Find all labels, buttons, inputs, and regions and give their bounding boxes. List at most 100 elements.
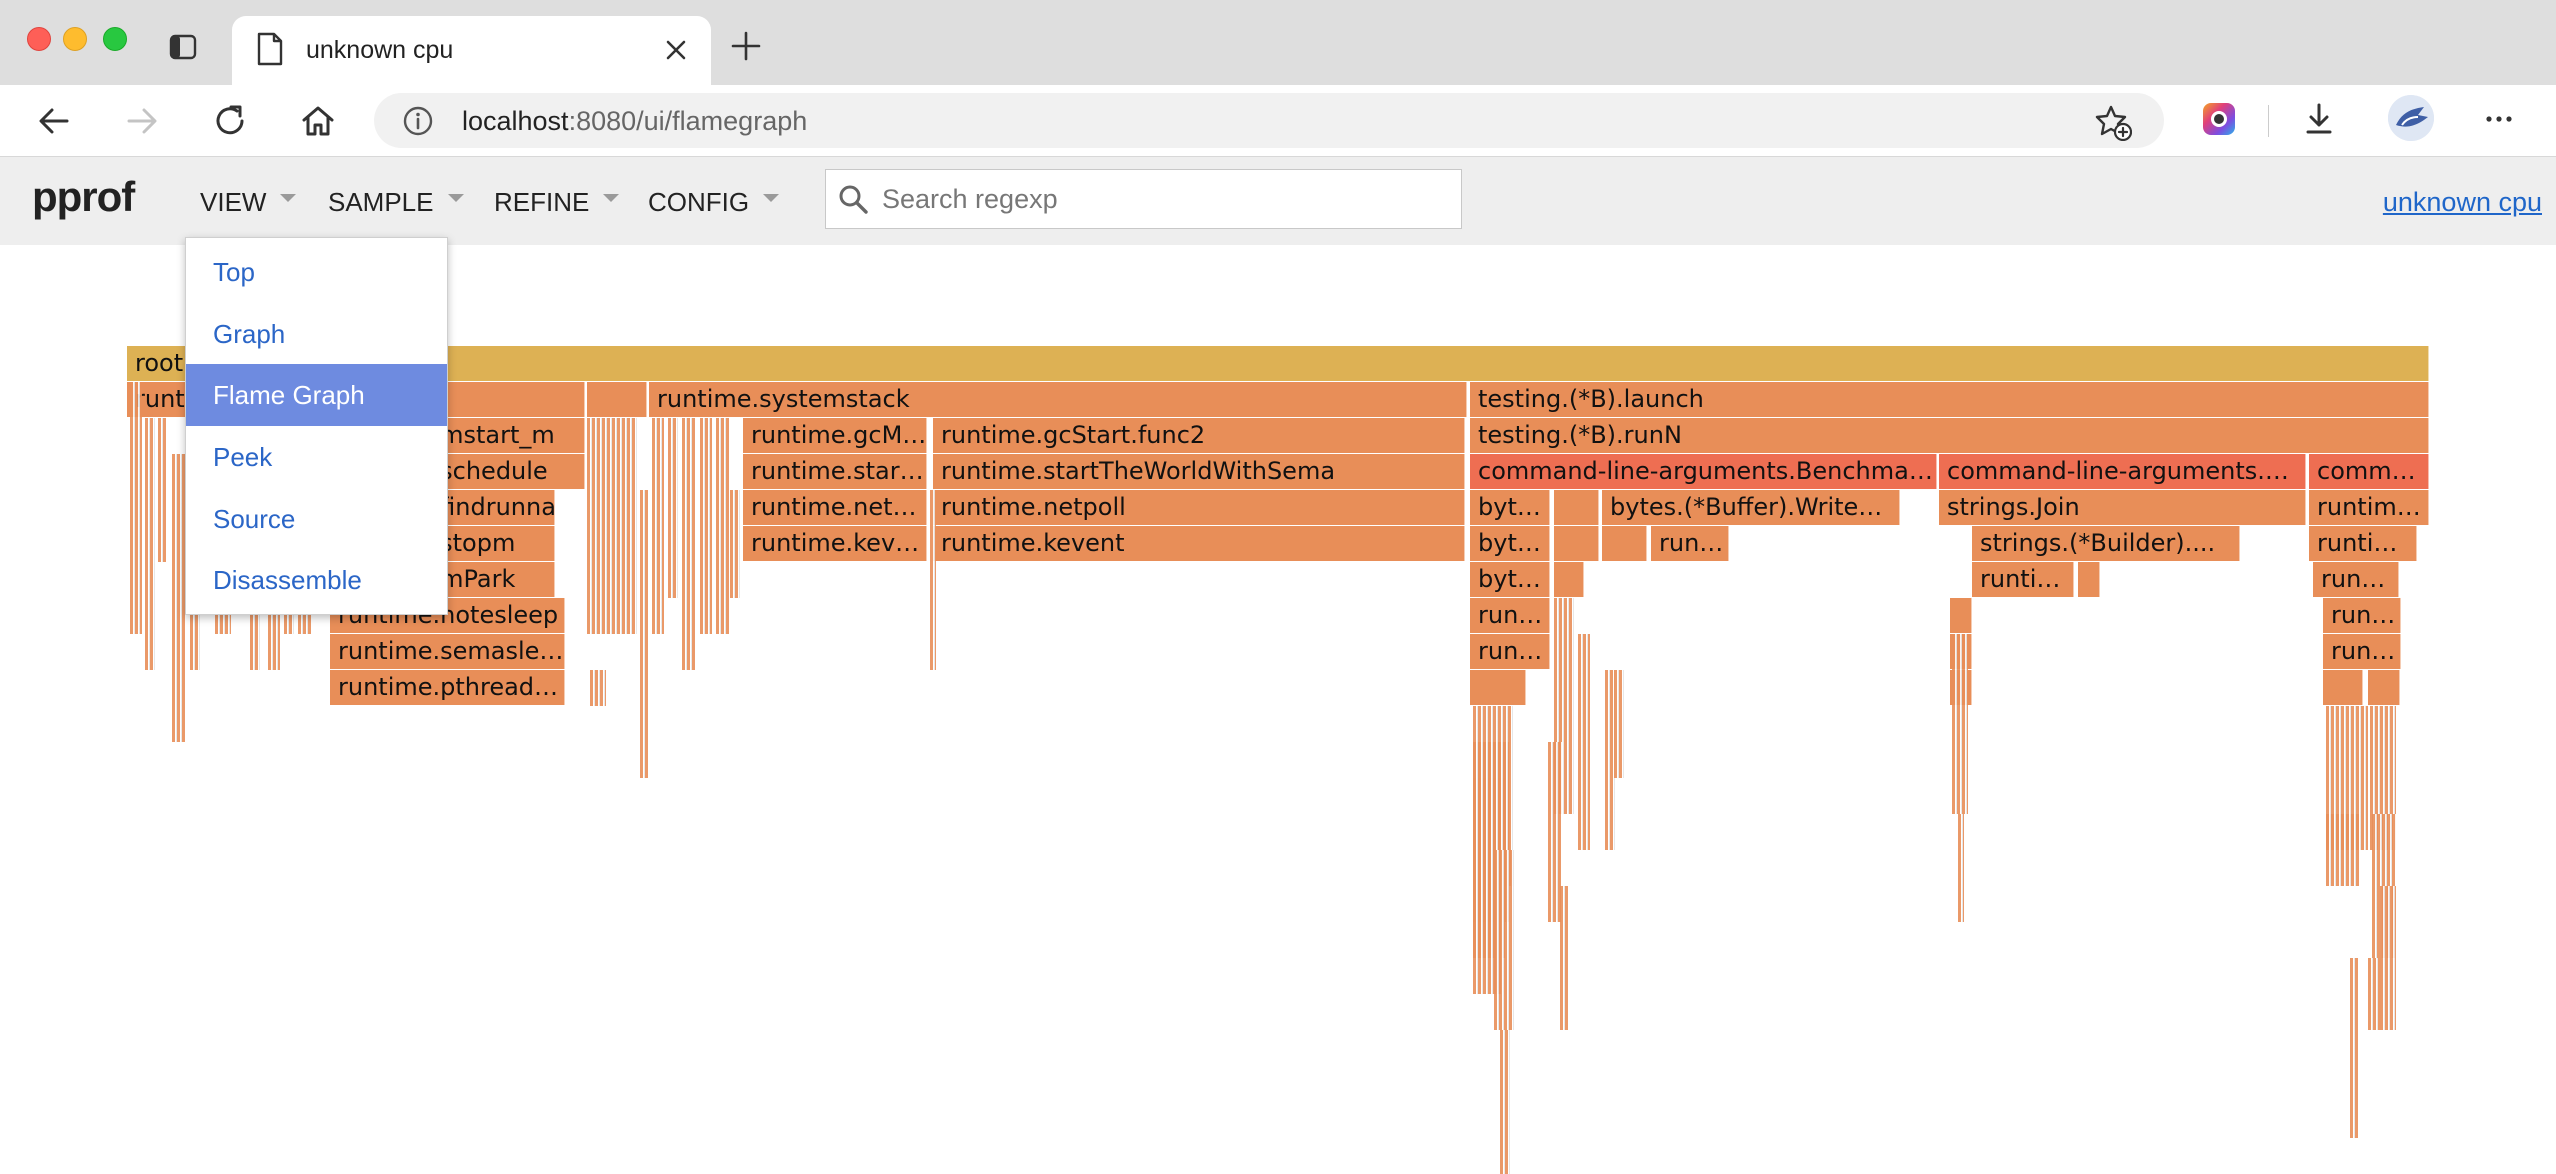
plus-icon[interactable]	[730, 30, 762, 62]
flame-frame[interactable]: runtime.pthread…	[330, 670, 565, 705]
flame-frame[interactable]: run…	[2313, 562, 2399, 597]
more-icon[interactable]	[2480, 100, 2518, 138]
browser-tab-active[interactable]: unknown cpu	[232, 16, 711, 86]
menu-view[interactable]: VIEW	[200, 187, 297, 218]
flame-frame-stack-sliver[interactable]	[930, 490, 936, 670]
flame-frame-stack-sliver[interactable]	[1958, 814, 1964, 922]
flame-frame[interactable]: strings.(*Builder)....	[1972, 526, 2240, 561]
flame-frame[interactable]: runtime.net…	[743, 490, 927, 525]
flame-frame[interactable]: byt…	[1470, 562, 1550, 597]
menu-item-peek[interactable]: Peek	[213, 442, 273, 472]
flame-frame[interactable]: runtime.gcStart.func2	[933, 418, 1465, 453]
search-input[interactable]	[880, 178, 1454, 220]
menu-item-graph[interactable]: Graph	[213, 319, 286, 349]
flame-frame[interactable]: byt…	[1470, 490, 1550, 525]
back-icon[interactable]	[34, 101, 74, 141]
home-icon[interactable]	[298, 101, 338, 141]
flame-frame[interactable]: strings.Join	[1939, 490, 2306, 525]
flame-frame-stack-sliver[interactable]	[700, 418, 712, 634]
avatar[interactable]	[2388, 95, 2434, 141]
flame-frame-stack-sliver[interactable]	[716, 418, 730, 634]
flame-frame-stack-sliver[interactable]	[587, 418, 637, 634]
url-text[interactable]: localhost:8080/ui/flamegraph	[462, 106, 807, 137]
flame-frame-unlabeled[interactable]	[1554, 526, 1599, 561]
close-icon[interactable]	[664, 38, 688, 62]
flame-frame[interactable]: runtime.star…	[743, 454, 927, 489]
flame-frame[interactable]: runtime.startTheWorldWithSema	[933, 454, 1465, 489]
flame-frame[interactable]: command-line-arguments.Benchma…	[1470, 454, 1937, 489]
pprof-logo[interactable]: pprof	[32, 173, 135, 220]
address-bar[interactable]: localhost:8080/ui/flamegraph	[374, 93, 2164, 148]
flame-frame-unlabeled[interactable]	[1602, 526, 1647, 561]
menu-config[interactable]: CONFIG	[648, 187, 780, 218]
window-close-button[interactable]	[27, 27, 51, 51]
flame-frame[interactable]: runtime.netpoll	[933, 490, 1465, 525]
flame-frame-unlabeled[interactable]	[1554, 490, 1599, 525]
tab-actions-icon[interactable]	[168, 32, 198, 62]
flame-frame-stack-sliver[interactable]	[130, 382, 142, 634]
flame-frame[interactable]: testing.(*B).runN	[1470, 418, 2429, 453]
flame-frame-stack-sliver[interactable]	[1605, 670, 1615, 850]
profile-link[interactable]: unknown cpu	[2382, 187, 2542, 217]
flame-frame[interactable]: runtime.kevent	[933, 526, 1465, 561]
window-maximize-button[interactable]	[103, 27, 127, 51]
flame-frame-stack-sliver[interactable]	[1494, 850, 1514, 1030]
flame-frame-stack-sliver[interactable]	[145, 418, 155, 670]
download-icon[interactable]	[2300, 100, 2338, 138]
menu-refine[interactable]: REFINE	[494, 187, 620, 218]
flame-frame-stack-sliver[interactable]	[1952, 634, 1968, 814]
flame-frame-stack-sliver[interactable]	[2350, 958, 2358, 1138]
flame-frame-unlabeled[interactable]	[587, 382, 647, 417]
flame-frame-unlabeled[interactable]	[1950, 598, 1972, 633]
flame-frame[interactable]: runtime.gcM…	[743, 418, 927, 453]
flame-frame-unlabeled[interactable]	[2368, 670, 2400, 705]
flame-frame[interactable]: run…	[2323, 598, 2401, 633]
flame-frame-unlabeled[interactable]	[2078, 562, 2100, 597]
flame-frame-stack-sliver[interactable]	[1548, 742, 1562, 922]
flame-frame[interactable]: runti…	[1972, 562, 2074, 597]
flame-frame[interactable]: runtime.semasle…	[330, 634, 565, 669]
favorite-add-icon[interactable]	[2094, 103, 2132, 141]
flame-frame[interactable]: run…	[1651, 526, 1729, 561]
flame-frame[interactable]: run…	[2323, 634, 2401, 669]
flame-frame[interactable]: runti…	[2309, 526, 2417, 561]
flame-frame[interactable]: run…	[1470, 634, 1550, 669]
flame-frame-stack-sliver[interactable]	[640, 490, 648, 778]
forward-icon[interactable]	[122, 101, 162, 141]
flame-frame[interactable]: runtime.kev…	[743, 526, 927, 561]
flame-frame[interactable]: testing.(*B).launch	[1470, 382, 2429, 417]
flame-frame-stack-sliver[interactable]	[1578, 634, 1590, 850]
flame-frame-stack-sliver[interactable]	[1560, 886, 1568, 1030]
flame-frame[interactable]: byt…	[1470, 526, 1550, 561]
flame-frame-stack-sliver[interactable]	[2368, 958, 2380, 1030]
flame-frame-stack-sliver[interactable]	[2326, 814, 2360, 886]
flame-frame-stack-sliver[interactable]	[158, 418, 166, 562]
flame-frame-stack-sliver[interactable]	[1500, 1030, 1510, 1174]
search-box[interactable]	[825, 169, 1462, 229]
flame-frame-stack-sliver[interactable]	[1614, 670, 1624, 778]
menu-item-source[interactable]: Source	[213, 504, 296, 534]
extension-icon[interactable]	[2200, 100, 2238, 138]
flame-frame[interactable]: run…	[1470, 598, 1550, 633]
info-icon[interactable]	[402, 105, 434, 137]
menu-item-disassemble[interactable]: Disassemble	[213, 565, 362, 595]
flame-frame-stack-sliver[interactable]	[668, 418, 678, 598]
flame-frame-stack-sliver[interactable]	[2380, 886, 2396, 1030]
flame-frame-stack-sliver[interactable]	[172, 454, 186, 742]
flame-frame[interactable]: root	[127, 346, 2429, 381]
flame-frame-stack-sliver[interactable]	[590, 670, 606, 706]
flame-frame[interactable]: comm…	[2309, 454, 2429, 489]
reload-icon[interactable]	[210, 101, 250, 141]
flame-frame-unlabeled[interactable]	[1470, 670, 1526, 705]
flame-frame-stack-sliver[interactable]	[652, 418, 664, 634]
menu-item-top[interactable]: Top	[213, 257, 255, 287]
flame-frame-unlabeled[interactable]	[1554, 562, 1584, 597]
flame-frame[interactable]: runtim…	[2309, 490, 2429, 525]
flame-frame[interactable]: command-line-arguments.…	[1939, 454, 2306, 489]
window-minimize-button[interactable]	[63, 27, 87, 51]
flame-frame[interactable]: runtime.systemstack	[649, 382, 1467, 417]
flame-frame[interactable]: bytes.(*Buffer).Write…	[1602, 490, 1900, 525]
menu-sample[interactable]: SAMPLE	[328, 187, 464, 218]
flame-frame-stack-sliver[interactable]	[730, 490, 740, 598]
menu-item-flame-graph[interactable]: Flame Graph	[186, 364, 447, 426]
